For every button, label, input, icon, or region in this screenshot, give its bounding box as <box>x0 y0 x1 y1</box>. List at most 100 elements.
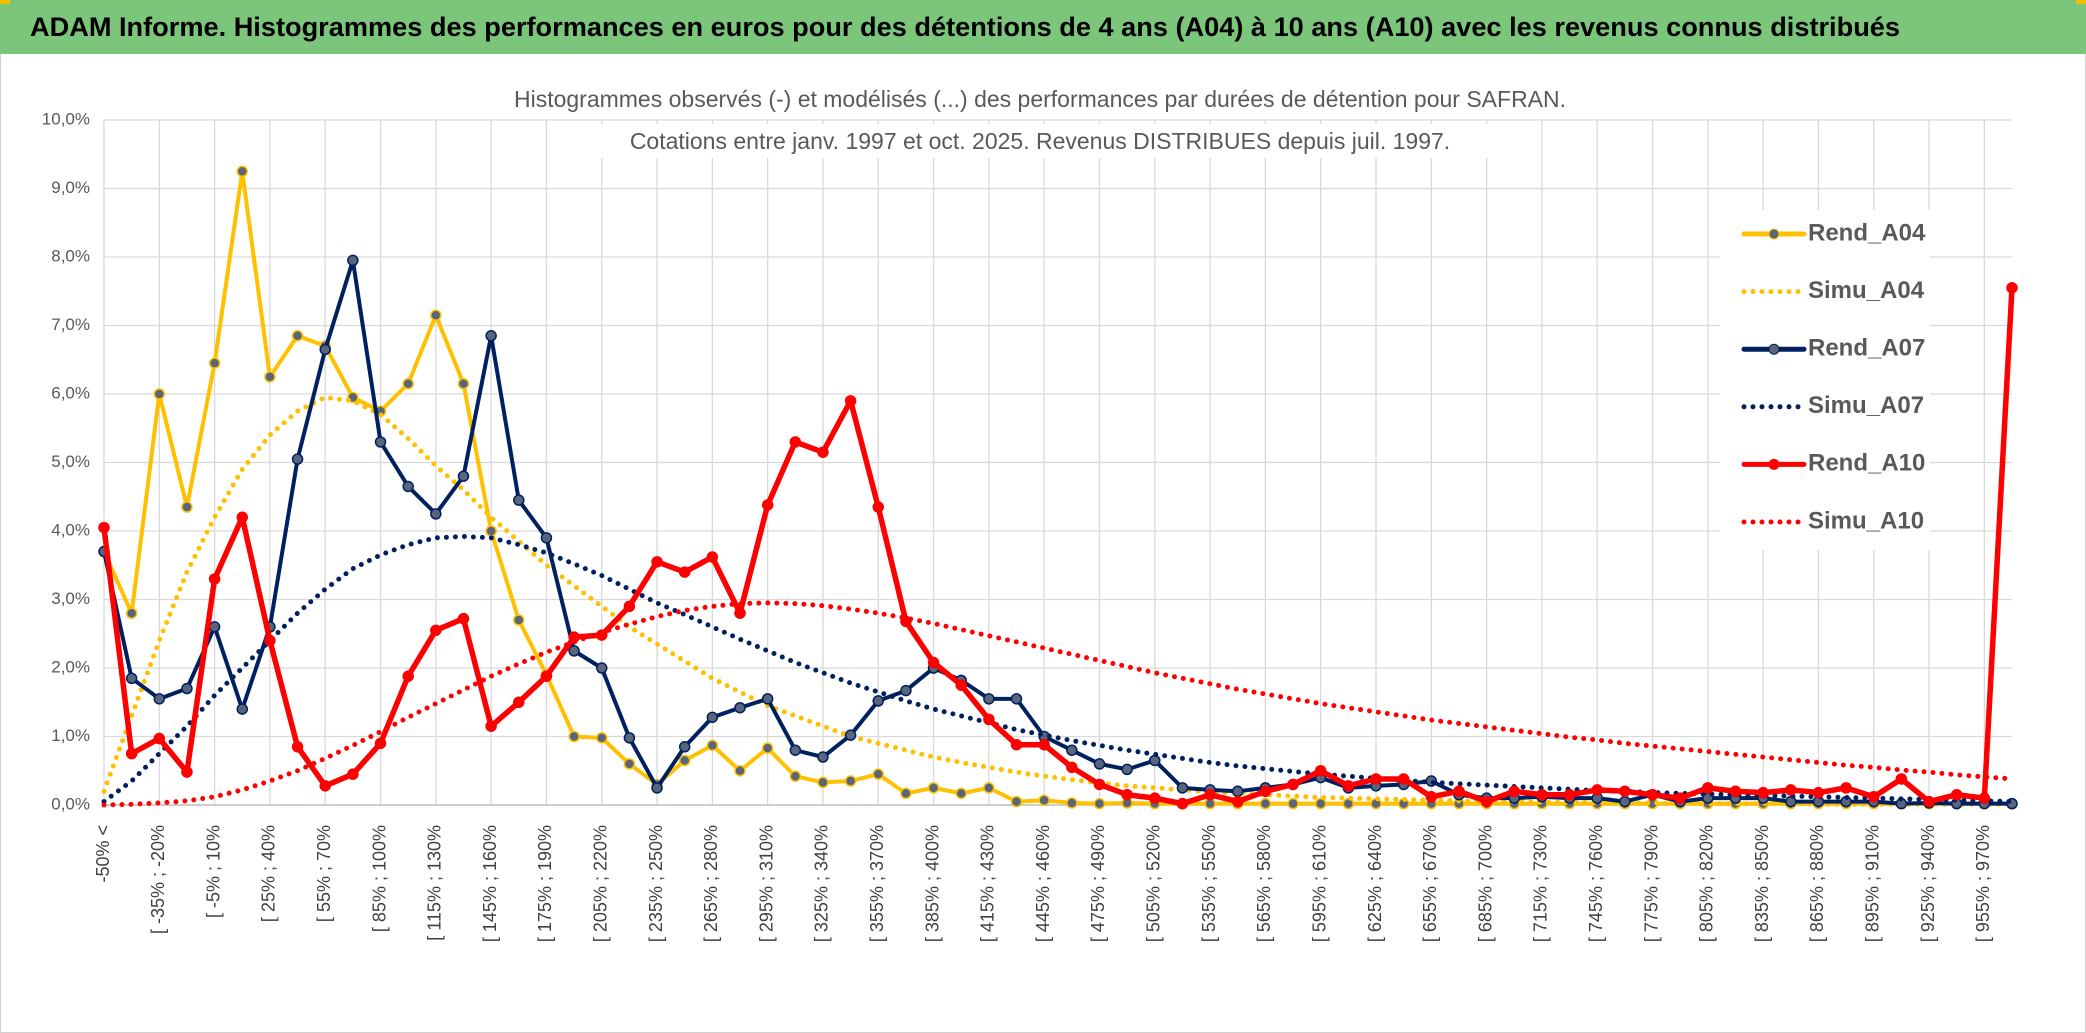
data-point <box>1093 778 1106 791</box>
data-point <box>2006 282 2018 294</box>
data-point <box>236 703 249 715</box>
x-tick-label: [ 655% ; 670% <box>1420 825 1440 942</box>
data-point <box>153 693 166 705</box>
data-point <box>1536 788 1548 801</box>
data-point <box>1259 785 1272 798</box>
data-point <box>1702 782 1714 794</box>
data-point <box>457 612 470 625</box>
data-point <box>1923 795 1935 808</box>
data-point <box>844 729 857 741</box>
series-line <box>101 285 2015 807</box>
data-point <box>264 634 276 647</box>
data-point <box>540 532 553 544</box>
x-tick-label: [ 175% ; 190% <box>535 825 555 942</box>
data-point <box>125 607 138 619</box>
data-point <box>208 621 221 633</box>
x-tick-label: [ 265% ; 280% <box>701 825 721 942</box>
data-point <box>678 754 691 767</box>
data-point <box>568 645 580 657</box>
x-tick-label: [ 595% ; 610% <box>1309 825 1329 942</box>
data-point <box>485 525 497 537</box>
data-point <box>1840 782 1852 794</box>
data-point <box>900 787 912 800</box>
data-point <box>402 377 414 390</box>
legend-label: Rend_A07 <box>1808 335 1925 362</box>
data-point <box>623 732 636 744</box>
data-point <box>789 436 802 448</box>
data-point <box>291 741 304 753</box>
x-tick-label: [ 235% ; 250% <box>646 825 666 942</box>
data-point <box>347 768 359 780</box>
data-point <box>568 730 580 743</box>
x-tick-label: [ 295% ; 310% <box>756 825 776 942</box>
x-tick-label: [ 865% ; 880% <box>1807 825 1827 942</box>
data-point <box>1425 791 1438 803</box>
data-point <box>153 388 166 400</box>
data-point <box>1342 780 1355 792</box>
data-point <box>1149 792 1161 804</box>
data-point <box>678 741 691 753</box>
data-point <box>181 682 193 695</box>
data-point <box>817 751 829 763</box>
y-tick-label: 0,0% <box>51 794 90 813</box>
y-tick-label: 8,0% <box>51 246 90 265</box>
data-point <box>1674 792 1686 804</box>
data-point <box>1895 773 1908 785</box>
data-point <box>623 758 636 770</box>
data-point <box>927 782 940 794</box>
data-point <box>1066 797 1078 809</box>
data-point <box>1950 788 1963 801</box>
header-bar <box>0 0 2086 54</box>
data-point <box>872 768 885 780</box>
data-point <box>1453 785 1465 798</box>
data-point <box>125 672 138 685</box>
data-point <box>651 556 663 568</box>
x-tick-label: [ 115% ; 130% <box>425 825 445 941</box>
data-point <box>208 357 221 369</box>
y-tick-label: 2,0% <box>51 657 90 676</box>
data-point <box>789 770 802 782</box>
data-point <box>430 624 442 637</box>
data-point <box>651 782 663 794</box>
data-point <box>678 566 691 578</box>
data-point <box>900 684 912 697</box>
x-tick-label: -50% < <box>93 825 113 883</box>
legend-label: Rend_A04 <box>1808 219 1926 246</box>
series-layer <box>98 165 2018 810</box>
data-point <box>264 371 276 383</box>
y-tick-label: 5,0% <box>51 452 90 471</box>
y-tick-label: 9,0% <box>51 178 90 197</box>
data-point <box>402 480 414 493</box>
data-point <box>955 787 967 800</box>
y-tick-label: 7,0% <box>51 315 90 334</box>
data-point <box>1287 797 1299 810</box>
data-point <box>1010 693 1023 705</box>
data-point <box>513 614 525 626</box>
data-point <box>1121 763 1133 776</box>
data-point <box>1314 765 1327 777</box>
data-point <box>844 395 857 407</box>
legend-label: Rend_A10 <box>1808 450 1925 477</box>
data-point <box>457 470 470 482</box>
x-tick-label: [ 385% ; 400% <box>922 825 942 942</box>
data-point <box>374 737 387 750</box>
data-point <box>181 766 193 778</box>
x-tick-label: [ 955% ; 970% <box>1973 825 1993 942</box>
data-point <box>236 165 249 178</box>
x-tick-label: [ 925% ; 940% <box>1918 825 1938 942</box>
legend-marker <box>1768 343 1780 355</box>
data-point <box>734 607 746 619</box>
data-point <box>291 330 304 342</box>
x-tick-label: [ 475% ; 490% <box>1088 825 1108 942</box>
data-point <box>1010 738 1023 751</box>
data-point <box>1259 797 1272 810</box>
legend-bg <box>1720 210 1930 550</box>
corner <box>0 0 10 4</box>
data-point <box>1785 784 1797 796</box>
data-point <box>319 343 331 356</box>
data-point <box>927 656 940 669</box>
data-point <box>513 696 525 708</box>
data-point <box>236 511 249 524</box>
data-point <box>430 508 442 520</box>
